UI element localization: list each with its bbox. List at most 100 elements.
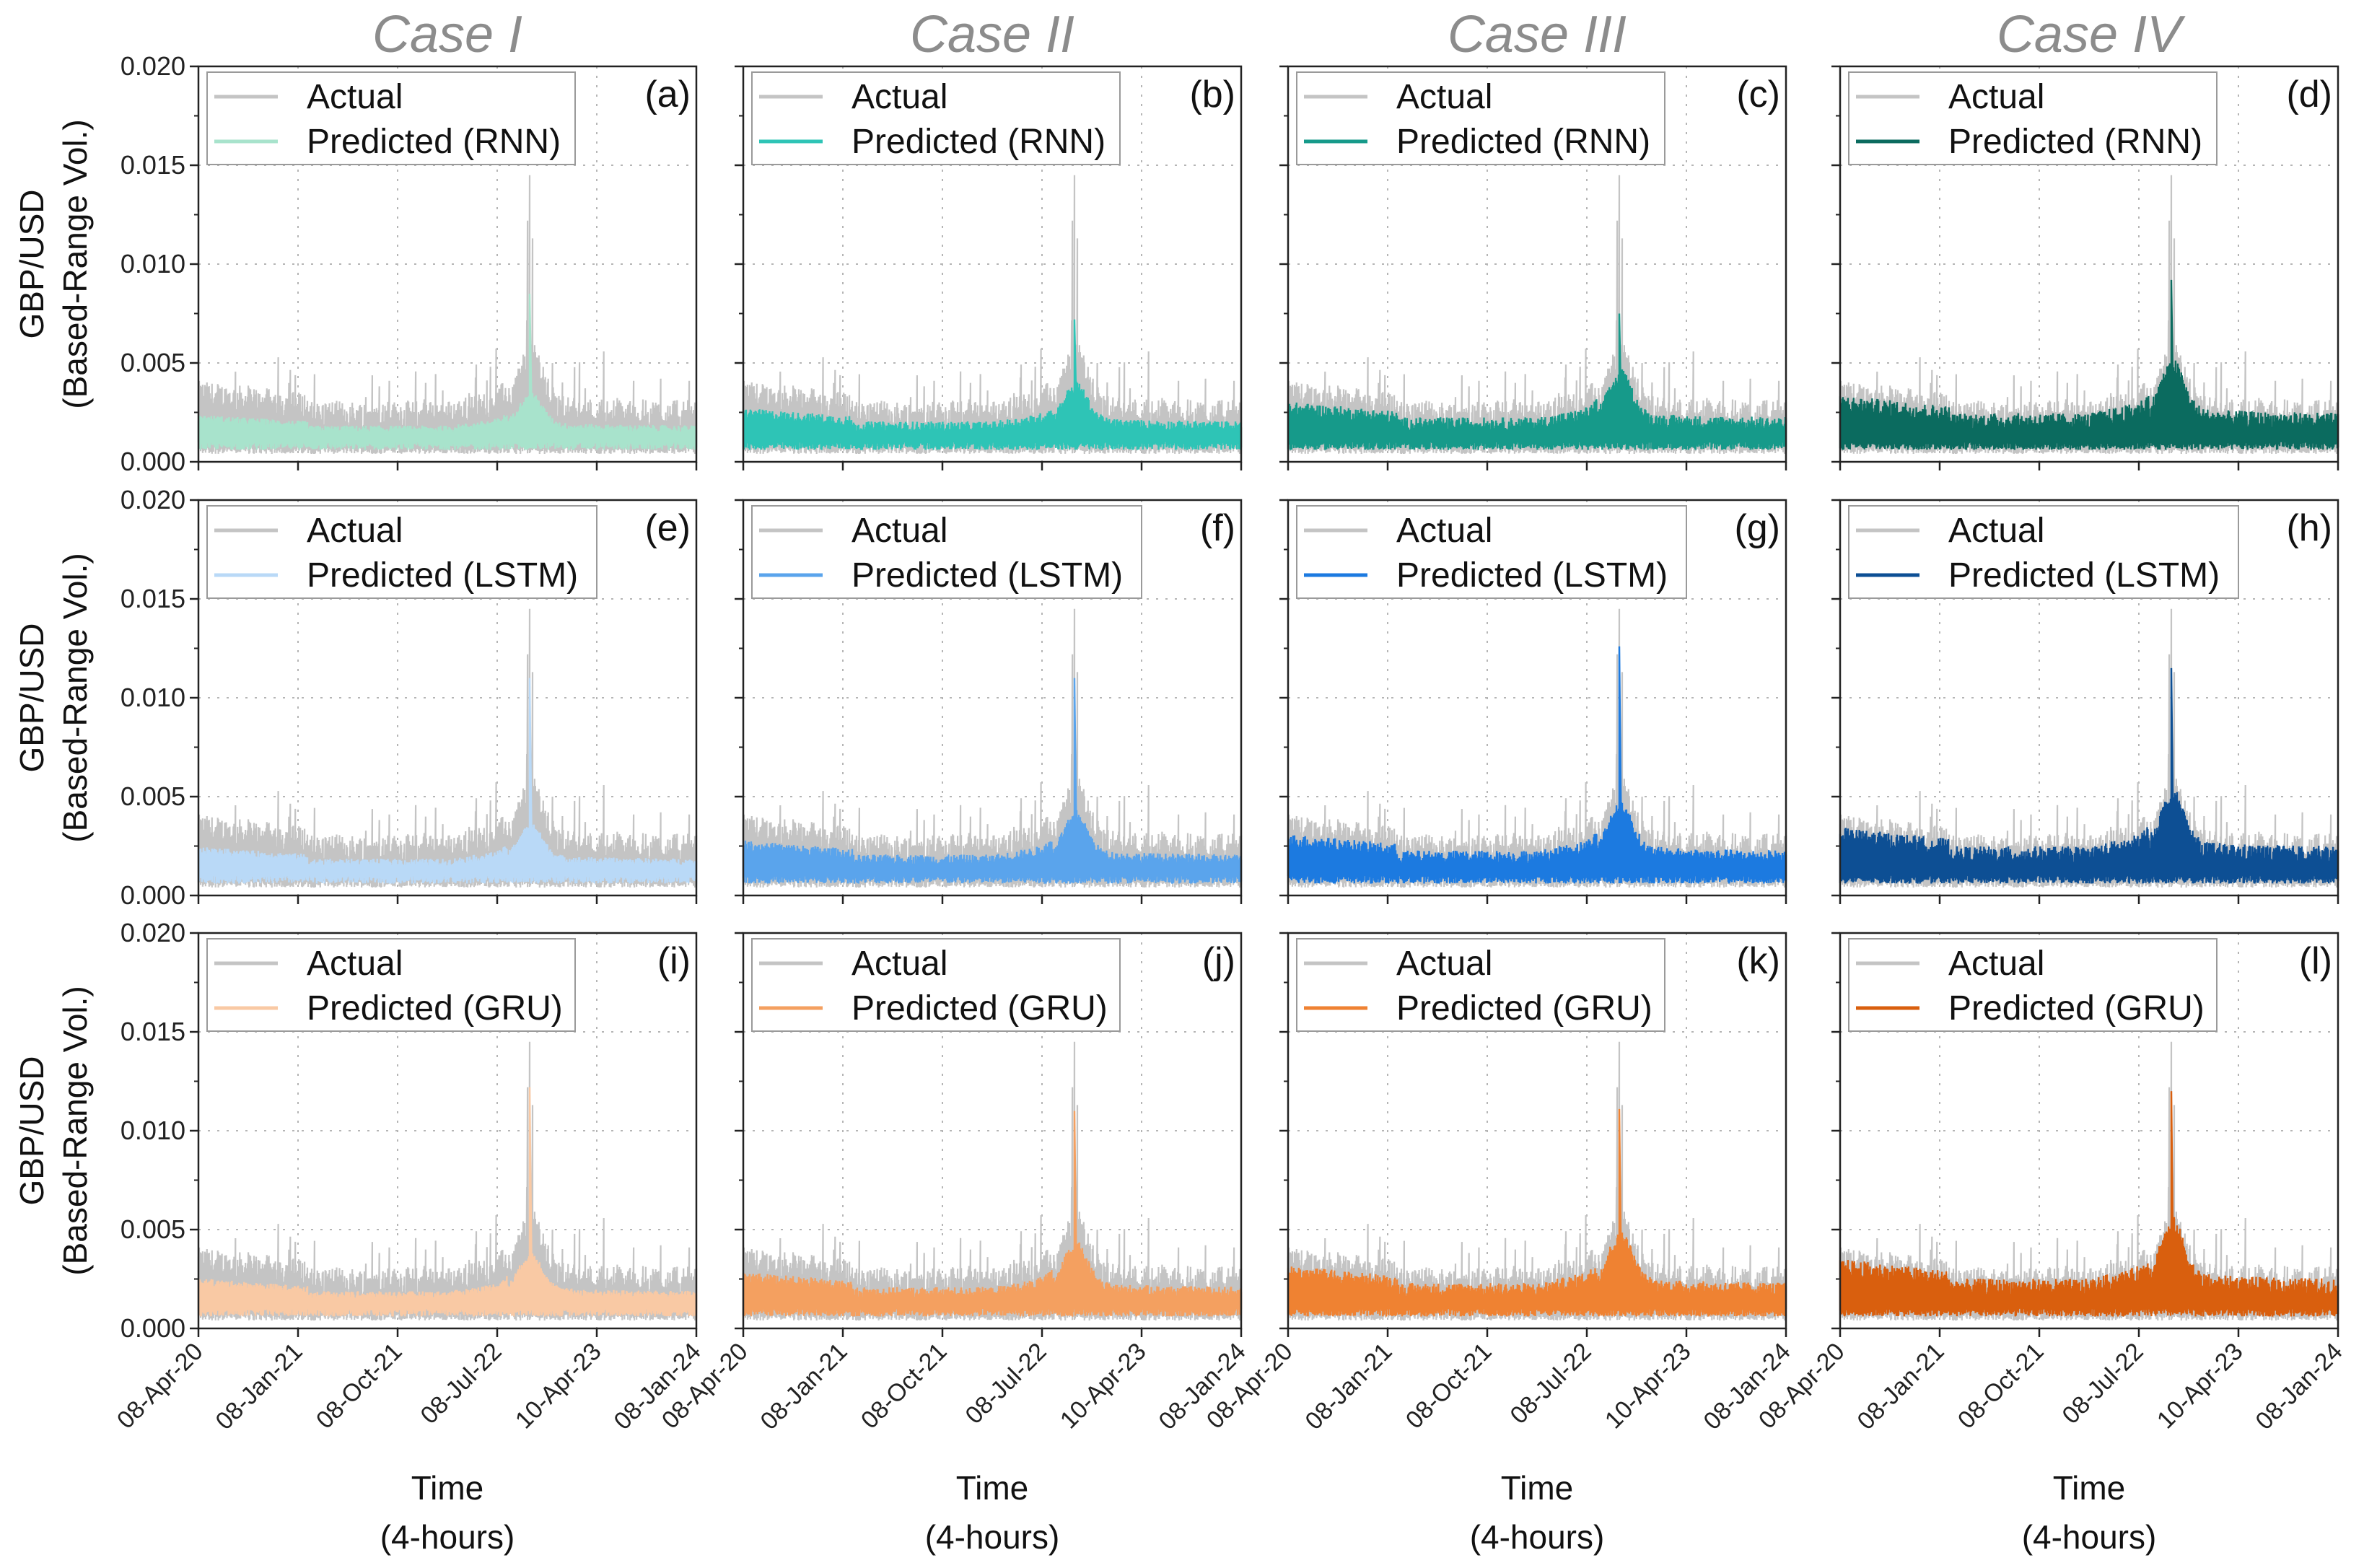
y-axis-ticks: 0.000 0.005 0.010 0.015 0.020 (121, 485, 198, 910)
y-axis-ticks: 0.000 0.005 0.010 0.015 0.020 (121, 51, 198, 476)
panel-label: (d) (2286, 74, 2332, 115)
legend-box (751, 71, 1121, 165)
x-axis-ticks (197, 895, 698, 904)
x-axis-ticks (197, 462, 698, 470)
legend-label-predicted: Predicted (RNN) (1396, 123, 1650, 161)
y-axis-title-line2: (Based-Range Vol.) (56, 119, 94, 408)
y-axis-ticks (1831, 932, 1840, 1330)
y-axis-title: GBP/USD (Based-Range Vol.) (13, 986, 94, 1275)
legend: Actual Predicted (RNN) (1848, 71, 2218, 165)
actual-series-line (197, 175, 698, 455)
y-axis-title: GBP/USD (Based-Range Vol.) (13, 119, 94, 408)
x-axis-ticks (1287, 895, 1787, 904)
legend-label-predicted: Predicted (GRU) (1948, 989, 2205, 1028)
x-tick-label: 10-Apr-23 (1600, 1338, 1697, 1435)
x-axis-ticks: 08-Apr-20 08-Jan-21 08-Oct-21 08-Jul-22 10-A… (1754, 1328, 2348, 1435)
legend-label-actual: Actual (307, 512, 403, 550)
panel-label: (c) (1736, 74, 1780, 115)
legend-label-actual: Actual (852, 78, 947, 116)
y-tick-label: 0.005 (121, 348, 185, 377)
predicted-series-line (197, 1087, 698, 1317)
case-title-4: Case IV (1997, 6, 2186, 63)
panel-b: Actual Predicted (RNN) (b) (735, 65, 1243, 470)
y-axis-ticks (735, 499, 743, 897)
panel-k: 08-Apr-20 08-Jan-21 08-Oct-21 08-Jul-22 10-A… (1201, 932, 1796, 1435)
x-tick-label: 08-Jul-22 (960, 1338, 1052, 1429)
legend-box (1848, 505, 2239, 599)
y-axis-ticks (735, 932, 743, 1330)
legend: Actual Predicted (RNN) (1296, 71, 1665, 165)
x-axis-ticks (1839, 895, 2339, 904)
legend-label-predicted: Predicted (LSTM) (307, 556, 578, 595)
y-tick-label: 0.000 (121, 447, 185, 476)
panel-label: (g) (1734, 507, 1780, 549)
panel-c: Actual Predicted (RNN) (c) (1279, 65, 1787, 470)
legend-box (1848, 938, 2218, 1032)
legend-label-actual: Actual (1948, 512, 2044, 550)
panel-l: 08-Apr-20 08-Jan-21 08-Oct-21 08-Jul-22 10-A… (1754, 932, 2348, 1435)
x-tick-label: 08-Apr-20 (112, 1338, 209, 1435)
predicted-series-line (1839, 279, 2339, 450)
y-axis-title-line1: GBP/USD (13, 623, 51, 772)
legend-label-predicted: Predicted (RNN) (307, 123, 561, 161)
x-axis-ticks (1839, 462, 2339, 470)
y-axis-title-line1: GBP/USD (13, 1056, 51, 1205)
legend-box (751, 938, 1121, 1032)
case-titles: Case I Case II Case III Case IV (372, 6, 2186, 63)
predicted-series-line (197, 678, 698, 884)
y-axis-ticks (1279, 499, 1288, 897)
panel-h: Actual Predicted (LSTM) (h) (1831, 499, 2339, 904)
panel-g: Actual Predicted (LSTM) (g) (1279, 499, 1787, 904)
legend-label-predicted: Predicted (GRU) (852, 989, 1108, 1028)
x-axis-title-line2: (4-hours) (2022, 1518, 2157, 1556)
predicted-series-line (742, 1111, 1243, 1317)
y-axis-title-line2: (Based-Range Vol.) (56, 986, 94, 1275)
y-tick-label: 0.015 (121, 1017, 185, 1046)
panel-d: Actual Predicted (RNN) (d) (1831, 65, 2339, 470)
x-axis-title-line2: (4-hours) (925, 1518, 1060, 1556)
x-axis-ticks (742, 895, 1243, 904)
predicted-series-line (1839, 667, 2339, 884)
case-title-2: Case II (910, 6, 1074, 63)
case-title-3: Case III (1448, 6, 1627, 63)
actual-series-line (742, 608, 1243, 888)
predicted-series-line (742, 678, 1243, 884)
predicted-series-line (1287, 1108, 1787, 1317)
legend-box (206, 505, 597, 599)
x-axis-ticks: 08-Apr-20 08-Jan-21 08-Oct-21 08-Jul-22 10-A… (1201, 1328, 1796, 1435)
x-axis-ticks (742, 462, 1243, 470)
y-axis-ticks (1831, 65, 1840, 463)
y-tick-label: 0.020 (121, 918, 185, 947)
y-axis-ticks: 0.000 0.005 0.010 0.015 0.020 (121, 918, 198, 1343)
legend-label-actual: Actual (852, 512, 947, 550)
x-axis-title-line1: Time (956, 1469, 1029, 1507)
x-axis-title-line2: (4-hours) (1470, 1518, 1605, 1556)
y-tick-label: 0.015 (121, 150, 185, 180)
panel-f: Actual Predicted (LSTM) (f) (735, 499, 1243, 904)
x-tick-label: 08-Oct-21 (856, 1338, 953, 1435)
panel-label: (b) (1189, 74, 1235, 115)
x-tick-label: 10-Apr-23 (1055, 1338, 1152, 1435)
legend: Actual Predicted (GRU) (1848, 938, 2218, 1032)
y-tick-label: 0.000 (121, 1313, 185, 1343)
legend-box (751, 505, 1142, 599)
panel-label: (l) (2299, 940, 2332, 982)
x-axis-title-line2: (4-hours) (380, 1518, 515, 1556)
panel-label: (h) (2286, 507, 2332, 549)
legend-label-predicted: Predicted (GRU) (307, 989, 563, 1028)
legend-label-predicted: Predicted (LSTM) (1948, 556, 2220, 595)
y-axis-title: GBP/USD (Based-Range Vol.) (13, 553, 94, 842)
y-tick-label: 0.005 (121, 1214, 185, 1244)
predicted-series-line (1839, 1091, 2339, 1317)
actual-series-line (742, 1041, 1243, 1321)
x-tick-label: 08-Jan-21 (1300, 1338, 1398, 1435)
y-axis-ticks (1279, 932, 1288, 1330)
x-tick-label: 08-Jan-21 (211, 1338, 308, 1435)
y-axis-ticks (735, 65, 743, 463)
panel-label: (i) (657, 940, 691, 982)
panel-j: 08-Apr-20 08-Jan-21 08-Oct-21 08-Jul-22 10-A… (657, 932, 1251, 1435)
y-tick-label: 0.020 (121, 485, 185, 514)
legend-label-actual: Actual (307, 78, 403, 116)
x-tick-label: 10-Apr-23 (510, 1338, 607, 1435)
panel-label: (e) (644, 507, 691, 549)
